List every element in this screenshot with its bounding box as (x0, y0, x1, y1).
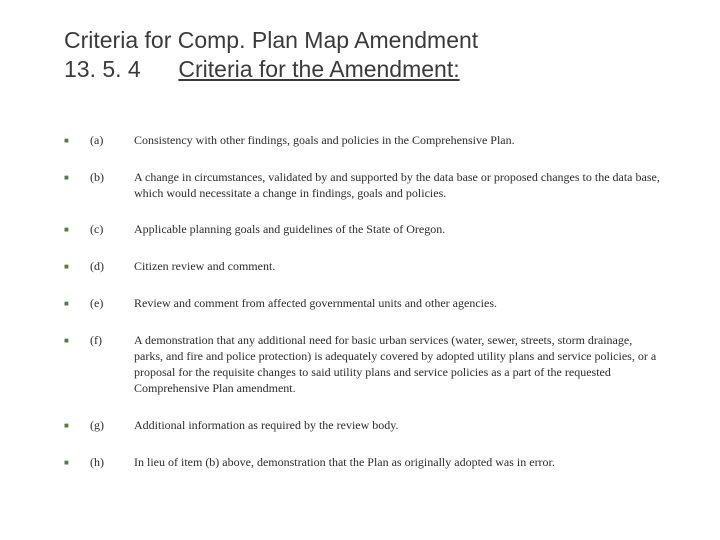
criteria-label: (b) (90, 169, 134, 185)
criteria-row: (c)Applicable planning goals and guideli… (64, 221, 670, 238)
criteria-label: (h) (90, 454, 134, 470)
criteria-label: (f) (90, 332, 134, 348)
section-number: 13. 5. 4 (64, 55, 172, 84)
title-line-2: 13. 5. 4 Criteria for the Amendment: (64, 55, 670, 84)
criteria-row: (d)Citizen review and comment. (64, 258, 670, 275)
bullet-icon (64, 332, 90, 349)
criteria-label: (g) (90, 417, 134, 433)
criteria-row: (g)Additional information as required by… (64, 417, 670, 434)
bullet-icon (64, 169, 90, 186)
bullet-icon (64, 221, 90, 238)
criteria-text: Applicable planning goals and guidelines… (134, 221, 670, 237)
criteria-row: (h)In lieu of item (b) above, demonstrat… (64, 454, 670, 471)
criteria-text: A change in circumstances, validated by … (134, 169, 670, 201)
criteria-row: (e)Review and comment from affected gove… (64, 295, 670, 312)
criteria-text: Citizen review and comment. (134, 258, 670, 274)
criteria-text: In lieu of item (b) above, demonstration… (134, 454, 670, 470)
bullet-icon (64, 258, 90, 275)
bullet-icon (64, 295, 90, 312)
criteria-label: (e) (90, 295, 134, 311)
bullet-icon (64, 132, 90, 149)
criteria-label: (d) (90, 258, 134, 274)
slide: Criteria for Comp. Plan Map Amendment 13… (0, 0, 720, 540)
criteria-text: Review and comment from affected governm… (134, 295, 670, 311)
criteria-label: (c) (90, 221, 134, 237)
criteria-row: (b)A change in circumstances, validated … (64, 169, 670, 201)
criteria-text: A demonstration that any additional need… (134, 332, 670, 397)
criteria-label: (a) (90, 132, 134, 148)
criteria-text: Additional information as required by th… (134, 417, 670, 433)
criteria-text: Consistency with other findings, goals a… (134, 132, 670, 148)
title-line-1: Criteria for Comp. Plan Map Amendment (64, 26, 670, 55)
slide-title: Criteria for Comp. Plan Map Amendment 13… (64, 26, 670, 84)
criteria-list: (a)Consistency with other findings, goal… (64, 132, 670, 471)
title-subtitle: Criteria for the Amendment: (178, 56, 459, 82)
bullet-icon (64, 417, 90, 434)
criteria-row: (f)A demonstration that any additional n… (64, 332, 670, 397)
criteria-row: (a)Consistency with other findings, goal… (64, 132, 670, 149)
bullet-icon (64, 454, 90, 471)
